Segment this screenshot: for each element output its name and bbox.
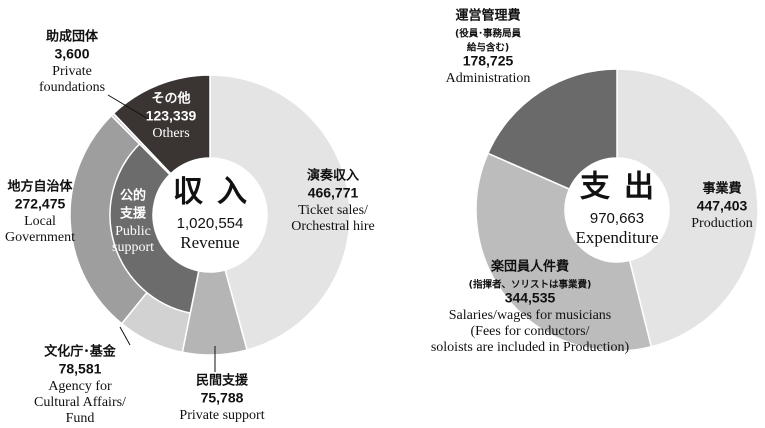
label: soloists are included in Production) (431, 340, 630, 355)
label: Orchestral hire (291, 219, 375, 234)
segment (112, 74, 211, 175)
label: 運営管理費 (455, 8, 520, 24)
label: 給与含む) (467, 42, 509, 54)
label: 123,339 (146, 108, 197, 124)
label: Production (691, 216, 752, 231)
label: 78,581 (59, 361, 102, 377)
label: Private support (179, 408, 264, 423)
label: Agency for (48, 379, 112, 394)
label: Cultural Affairs/ (34, 395, 126, 410)
label: Private (52, 64, 92, 79)
leader-line (119, 326, 131, 346)
label: 178,725 (463, 53, 514, 69)
label: (Fees for conductors/ (471, 324, 590, 339)
label: foundations (39, 80, 105, 95)
label: 447,403 (697, 198, 748, 214)
label: (指揮者、ソリストは事業費) (469, 279, 592, 291)
label: 466,771 (308, 185, 359, 201)
donut-hole (153, 158, 267, 272)
center-label: Expenditure (575, 228, 658, 247)
center-title: 収入 (173, 175, 261, 210)
label: 3,600 (54, 46, 89, 62)
center-label: Revenue (180, 233, 239, 252)
label: 演奏収入 (307, 168, 359, 184)
label: 支援 (119, 206, 147, 222)
leader-line (107, 94, 151, 121)
label: Public (115, 224, 151, 239)
label: Others (152, 126, 189, 141)
center-total: 1,020,554 (177, 215, 244, 232)
label: 75,788 (201, 390, 244, 406)
label: その他 (151, 91, 190, 107)
label: (役員･事務局員 (455, 28, 522, 40)
label: Local (24, 214, 56, 229)
label: 272,475 (15, 196, 66, 212)
label: Fund (66, 411, 95, 426)
label: 文化庁･基金 (44, 344, 117, 360)
label: 事業費 (702, 181, 741, 197)
label: Government (5, 230, 75, 245)
center-title: 支出 (580, 170, 668, 205)
label: 楽団員人件費 (490, 259, 569, 275)
label: Administration (446, 71, 531, 86)
label: Ticket sales/ (298, 203, 368, 218)
center-total: 970,663 (590, 210, 644, 227)
label: 地方自治体 (7, 179, 73, 195)
label: Salaries/wages for musicians (449, 308, 612, 323)
label: 344,535 (505, 290, 556, 306)
label: 助成団体 (46, 29, 99, 45)
label: 公的 (120, 188, 146, 204)
label: 民間支援 (196, 373, 249, 389)
label: support (112, 240, 154, 255)
donut-hole (565, 158, 669, 262)
